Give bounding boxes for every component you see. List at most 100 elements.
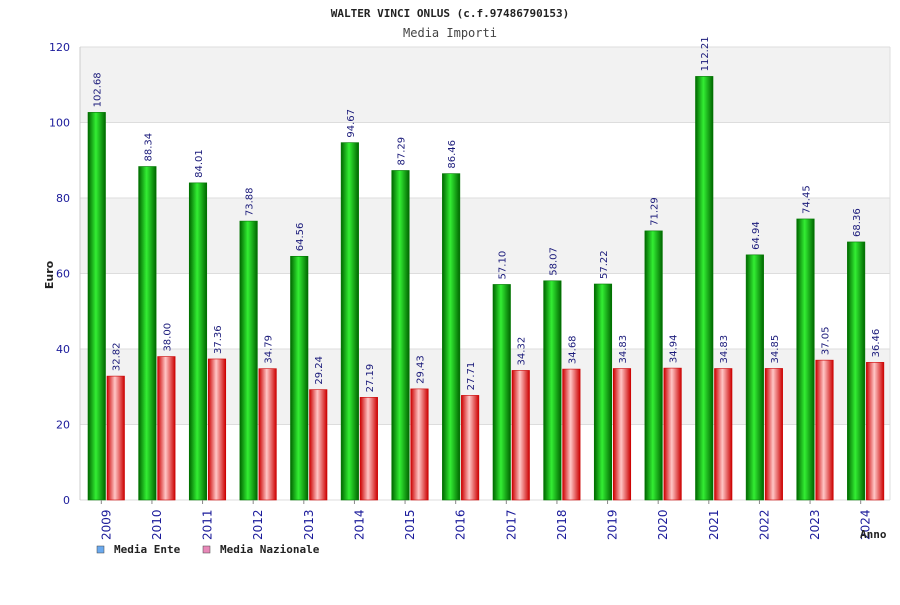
value-label: 34.85 [770,335,781,364]
bar-media-ente [847,241,866,501]
bar-media-nazionale [207,358,227,501]
bar-media-ente [593,283,613,501]
bar-media-nazionale [714,368,733,501]
bar-media-nazionale [106,375,125,501]
bar-media-nazionale [612,368,632,501]
value-label: 37.36 [213,325,224,354]
value-label: 68.36 [852,208,863,237]
legend: Media Ente Media Nazionale [96,543,320,556]
value-label: 94.67 [346,109,357,138]
value-label: 32.82 [112,342,123,371]
bar-media-ente [796,218,815,501]
value-label: 87.29 [397,137,408,166]
x-tick-label: 2017 [504,509,518,540]
value-label: 27.71 [466,362,477,391]
value-label: 57.22 [599,250,610,279]
x-tick-label: 2009 [99,509,113,540]
x-tick-label: 2023 [808,509,822,540]
bars-group [87,76,885,501]
x-tick-label: 2020 [656,509,670,540]
bar-media-nazionale [663,367,682,501]
legend-swatch-media-ente [96,545,105,554]
y-tick-label: 60 [56,268,70,281]
x-axis-ticks: 2009 2010 2011 2012 2013 2014 2015 2016 2017 2018… [99,500,873,540]
legend-label-media-ente: Media Ente [114,543,181,556]
y-axis-ticks: 0 20 40 60 80 100 120 [49,41,70,507]
x-tick-label: 2011 [201,509,215,540]
x-tick-label: 2022 [757,509,771,540]
value-label: 102.68 [93,72,104,107]
x-tick-label: 2015 [403,509,417,540]
chart-subtitle: Media Importi [403,26,497,40]
grid-band [80,122,890,198]
value-label: 112.21 [700,36,711,71]
bar-media-ente [442,173,461,501]
x-tick-label: 2021 [707,509,721,540]
bar-media-nazionale [258,368,277,501]
value-label: 84.01 [194,149,205,178]
bar-media-nazionale [511,370,530,501]
value-label: 38.00 [162,323,173,352]
bar-media-nazionale [815,359,834,501]
value-label: 71.29 [650,197,661,226]
bar-media-ente [239,220,258,501]
bar-media-ente [644,230,663,501]
value-label: 34.83 [618,335,629,364]
bar-media-ente [543,280,562,501]
bar-media-nazionale [359,397,378,501]
value-label: 88.34 [143,133,154,162]
y-tick-label: 100 [49,117,70,130]
value-label: 58.07 [548,247,559,276]
x-tick-label: 2024 [859,509,873,540]
bar-media-ente [290,255,309,501]
bar-media-nazionale [866,362,885,501]
value-label: 86.46 [447,140,458,169]
value-label: 64.94 [751,221,762,250]
bar-media-nazionale [157,356,176,501]
value-label: 34.79 [264,335,275,364]
y-tick-label: 20 [56,419,70,432]
y-tick-label: 120 [49,41,70,54]
x-tick-label: 2014 [352,509,366,540]
bar-media-ente [391,170,410,501]
value-label: 34.32 [517,337,528,366]
bar-media-ente [87,112,106,501]
bar-media-nazionale [764,368,783,501]
x-axis-label: Anno [860,528,887,541]
value-label: 34.83 [719,335,730,364]
value-label: 64.56 [295,223,306,252]
value-label: 36.46 [871,329,882,358]
value-label: 29.24 [314,356,325,385]
y-axis-label: Euro [43,260,56,289]
y-tick-label: 0 [63,494,70,507]
bar-media-nazionale [461,395,480,501]
value-labels: 102.68 32.82 88.34 38.00 84.01 37.36 73.88 34.7… [93,36,882,392]
bar-media-nazionale [562,368,581,501]
value-label: 57.10 [498,251,509,280]
bar-media-ente [188,182,208,501]
bar-media-ente [695,76,714,501]
x-tick-label: 2019 [606,509,620,540]
legend-swatch-media-nazionale [202,545,211,554]
value-label: 34.68 [567,335,578,364]
x-tick-label: 2013 [302,509,316,540]
chart-title: WALTER VINCI ONLUS (c.f.97486790153) [331,7,569,20]
legend-label-media-nazionale: Media Nazionale [220,543,320,556]
bar-media-nazionale [410,388,429,501]
x-tick-label: 2010 [150,509,164,540]
value-label: 37.05 [821,326,832,355]
value-label: 73.88 [245,187,256,216]
x-tick-label: 2012 [251,509,265,540]
y-tick-label: 40 [56,343,70,356]
y-tick-label: 80 [56,192,70,205]
grid-band [80,47,890,123]
bar-media-nazionale [309,389,328,501]
bar-media-ente [492,284,511,501]
x-tick-label: 2018 [555,509,569,540]
x-tick-label: 2016 [454,509,468,540]
value-label: 74.45 [802,185,813,214]
value-label: 34.94 [669,334,680,363]
value-label: 27.19 [365,364,376,393]
bar-media-ente [138,166,157,501]
